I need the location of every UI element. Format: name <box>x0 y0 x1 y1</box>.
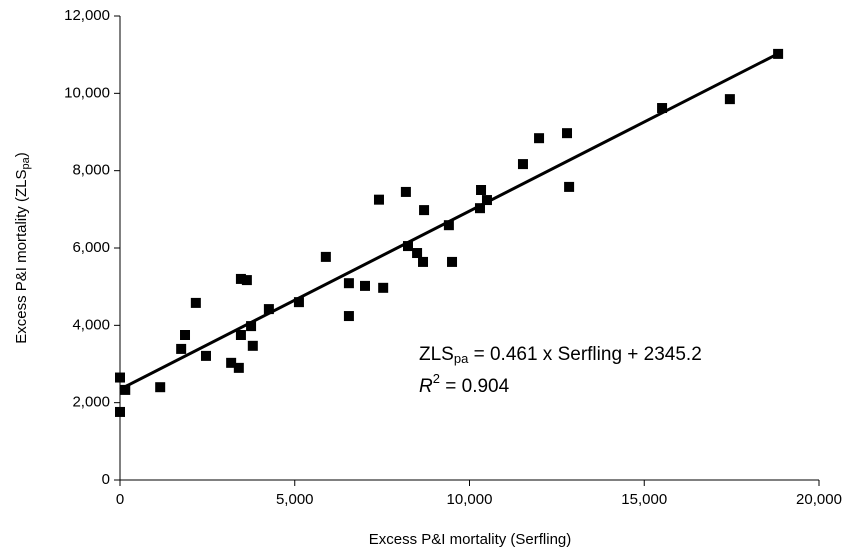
y-tick-label: 8,000 <box>72 162 110 179</box>
y-tick-label: 2,000 <box>72 394 110 411</box>
y-tick-label: 0 <box>102 471 110 488</box>
point <box>724 94 735 105</box>
point <box>657 103 668 114</box>
point <box>474 203 485 214</box>
y-axis-label: Excess P&I mortality (ZLSpa) <box>13 152 32 343</box>
r2-rhs: = 0.904 <box>440 376 510 397</box>
x-axis-label: Excess P&I mortality (Serfling) <box>369 531 572 548</box>
point <box>447 256 458 267</box>
y-label-main: Excess P&I mortality (ZLS <box>13 170 30 344</box>
point <box>115 406 125 417</box>
equation: ZLSpa = 0.461 x Serfling + 2345.2 <box>419 344 702 366</box>
point <box>200 350 211 361</box>
y-tick-label: 12,000 <box>64 7 110 24</box>
eq-lhs: ZLS <box>419 344 454 365</box>
eq-sub: pa <box>454 351 469 366</box>
y-tick-label: 6,000 <box>72 239 110 256</box>
point <box>400 186 411 197</box>
point <box>190 297 201 308</box>
point <box>343 311 354 322</box>
point <box>359 280 370 291</box>
point <box>373 194 384 205</box>
x-tick-label: 20,000 <box>796 491 842 508</box>
y-tick-label: 4,000 <box>72 316 110 333</box>
r2-lhs: R <box>419 376 433 397</box>
x-tick-label: 0 <box>116 491 124 508</box>
point <box>564 181 575 192</box>
point <box>320 251 331 262</box>
point <box>418 256 429 267</box>
x-tick-label: 5,000 <box>276 491 314 508</box>
point <box>443 220 454 231</box>
point <box>246 321 257 332</box>
point <box>235 330 246 340</box>
r2-sup: 2 <box>433 371 440 386</box>
point <box>180 330 191 340</box>
point <box>773 48 784 59</box>
point <box>235 273 246 284</box>
y-label-sub: pa <box>20 156 32 169</box>
point <box>476 185 487 195</box>
point <box>412 248 423 259</box>
point <box>263 304 274 315</box>
point <box>226 357 237 368</box>
point <box>534 133 545 144</box>
point <box>378 282 389 293</box>
eq-rhs: = 0.461 x Serfling + 2345.2 <box>468 344 701 365</box>
x-tick-label: 15,000 <box>621 491 667 508</box>
r-squared: R2 = 0.904 <box>419 371 510 397</box>
point <box>120 384 131 395</box>
point <box>115 372 125 383</box>
point <box>247 340 258 351</box>
x-tick-label: 10,000 <box>447 491 493 508</box>
y-tick-label: 10,000 <box>64 84 110 101</box>
point <box>233 362 244 373</box>
point <box>419 205 430 216</box>
point <box>293 297 304 308</box>
point <box>481 195 492 206</box>
y-label-end: ) <box>13 152 30 157</box>
point <box>241 275 252 286</box>
point <box>343 278 354 289</box>
point <box>176 343 187 354</box>
point <box>562 128 573 139</box>
point <box>155 382 166 393</box>
point <box>517 159 528 170</box>
point <box>402 241 413 252</box>
